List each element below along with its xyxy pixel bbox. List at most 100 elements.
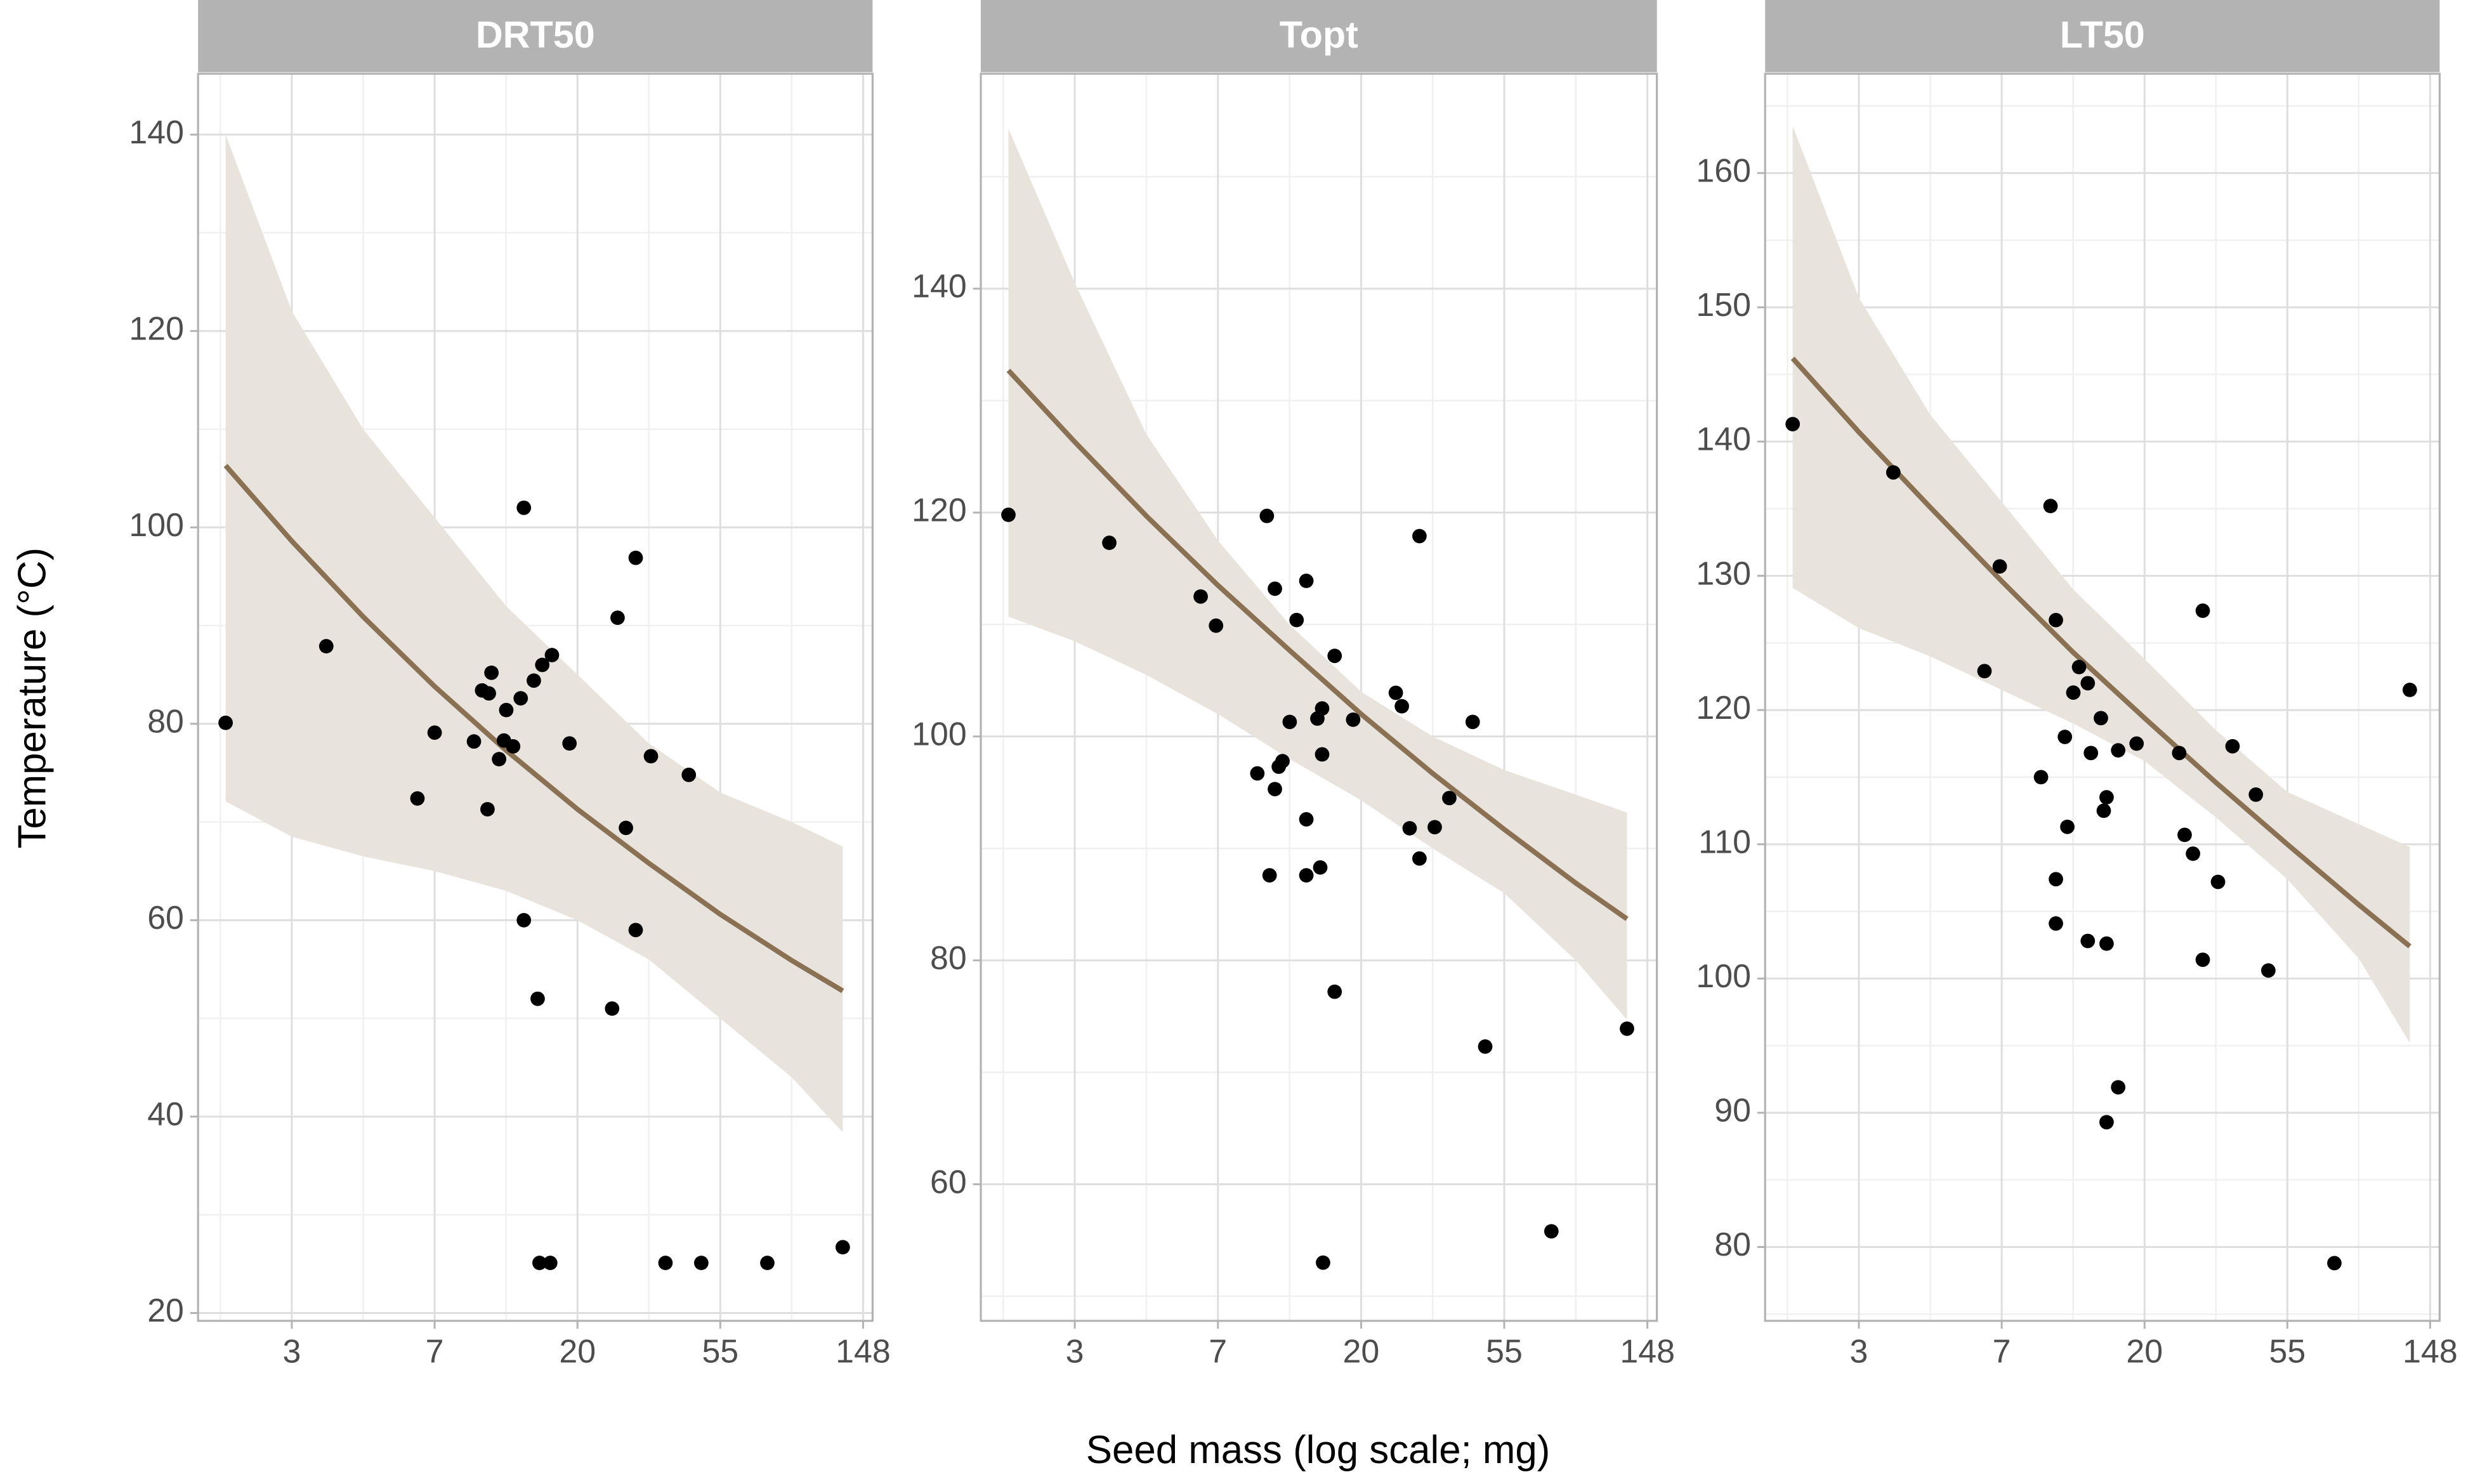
data-point: [218, 715, 233, 730]
y-tick-label: 100: [1696, 958, 1751, 995]
data-point: [2099, 1115, 2114, 1130]
x-tick-label: 3: [1066, 1334, 1084, 1370]
data-point: [658, 1256, 673, 1270]
facet-strip: [1765, 0, 2440, 72]
y-tick-label: 110: [1698, 824, 1751, 860]
data-point: [1977, 664, 1992, 679]
y-tick-label: 140: [912, 268, 967, 305]
facet-title: LT50: [2060, 13, 2145, 56]
data-point: [506, 739, 521, 754]
data-point: [1209, 618, 1224, 633]
data-point: [2066, 685, 2081, 700]
data-point: [1992, 559, 2007, 574]
data-point: [1299, 811, 1314, 827]
data-point: [2210, 874, 2226, 890]
data-point: [2172, 745, 2187, 761]
data-point: [628, 923, 643, 938]
data-point: [1259, 508, 1275, 523]
data-point: [499, 702, 514, 718]
data-point: [2111, 743, 2126, 758]
y-tick-label: 100: [129, 507, 184, 544]
data-point: [2186, 846, 2201, 861]
data-point: [516, 913, 532, 928]
data-point: [643, 749, 659, 764]
panel-border: [1764, 72, 2441, 1322]
data-point: [2111, 1080, 2126, 1095]
data-point: [2071, 660, 2087, 674]
y-tick-label: 160: [1696, 153, 1751, 190]
data-point: [1001, 508, 1016, 522]
data-point: [2327, 1256, 2342, 1271]
data-point: [1427, 820, 1442, 835]
data-point: [535, 657, 550, 673]
data-point: [542, 1256, 558, 1270]
data-point: [1275, 754, 1290, 768]
y-tick-label: 40: [147, 1096, 184, 1133]
data-point: [1282, 714, 1297, 730]
facet-strip: [980, 0, 1657, 72]
data-point: [513, 691, 528, 706]
data-point: [628, 550, 643, 565]
data-point: [619, 820, 633, 836]
data-point: [1346, 712, 1361, 727]
fit-line: [1006, 369, 1629, 921]
y-tick-label: 120: [1696, 690, 1751, 726]
data-point: [1316, 1255, 1330, 1270]
x-tick-label: 20: [2126, 1334, 2163, 1370]
data-point: [610, 610, 625, 626]
data-point: [2248, 787, 2264, 802]
data-point: [482, 686, 496, 701]
data-point: [1327, 984, 1342, 999]
x-tick-label: 20: [1343, 1334, 1380, 1370]
data-point: [2043, 499, 2058, 513]
y-tick-label: 120: [129, 310, 184, 347]
data-point: [410, 791, 425, 806]
y-tick-label: 140: [1696, 421, 1751, 458]
x-tick-label: 55: [2269, 1334, 2306, 1370]
y-tick-label: 80: [1714, 1226, 1751, 1263]
data-point: [1412, 851, 1427, 866]
data-point: [2083, 745, 2099, 761]
x-tick-label: 55: [1486, 1334, 1523, 1370]
data-point: [1394, 699, 1409, 714]
data-point: [492, 752, 506, 766]
data-point: [1315, 701, 1330, 716]
panel-border: [980, 72, 1658, 1322]
data-point: [1299, 574, 1314, 588]
confidence-band: [225, 135, 843, 1133]
data-point: [605, 1001, 620, 1016]
data-point: [760, 1256, 775, 1270]
data-point: [562, 736, 577, 751]
confidence-band: [1008, 128, 1627, 1020]
y-tick-label: 150: [1696, 287, 1751, 324]
y-tick-label: 60: [930, 1164, 967, 1200]
data-point: [2099, 790, 2114, 805]
data-point: [2080, 933, 2096, 949]
data-point: [1315, 747, 1330, 762]
data-point: [427, 725, 442, 740]
data-point: [1465, 714, 1480, 730]
facet-title: DRT50: [476, 13, 595, 56]
data-point: [318, 639, 334, 653]
data-point: [681, 767, 697, 782]
data-point: [2060, 819, 2075, 834]
data-point: [530, 991, 545, 1006]
data-point: [1785, 417, 1801, 431]
data-point: [835, 1240, 850, 1255]
data-point: [2080, 676, 2096, 691]
data-point: [2049, 872, 2063, 887]
data-point: [2094, 711, 2108, 726]
data-point: [2099, 936, 2114, 951]
data-point: [1250, 766, 1265, 781]
data-point: [2096, 803, 2111, 818]
data-point: [1886, 465, 1901, 480]
data-point: [532, 1256, 547, 1270]
data-point: [1193, 589, 1208, 604]
x-tick-label: 148: [1620, 1334, 1675, 1370]
y-tick-label: 140: [129, 114, 184, 151]
data-point: [1388, 685, 1403, 700]
x-tick-label: 20: [559, 1334, 596, 1370]
x-tick-label: 55: [702, 1334, 738, 1370]
